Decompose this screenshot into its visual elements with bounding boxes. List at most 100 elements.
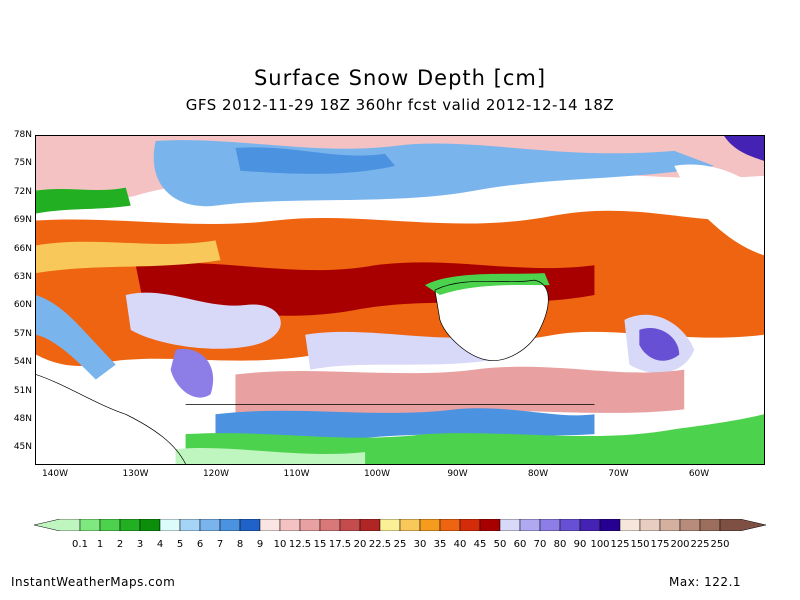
west-coast-blue — [36, 295, 116, 380]
colorbar-segment — [499, 519, 521, 531]
colorbar-segment — [379, 519, 401, 531]
colorbar-label: 35 — [433, 539, 447, 550]
colorbar-label: 150 — [630, 539, 650, 550]
colorbar-label: 1 — [96, 539, 104, 550]
colorbar-segment — [159, 519, 181, 531]
colorbar-segment — [239, 519, 261, 531]
colorbar-segment — [319, 519, 341, 531]
lat-label: 75N — [13, 158, 32, 169]
lat-label: 51N — [13, 385, 32, 396]
lon-label: 80W — [527, 469, 549, 479]
colorbar-segment — [199, 519, 221, 531]
lat-label: 57N — [13, 328, 32, 339]
colorbar-label: 225 — [690, 539, 710, 550]
colorbar-segment — [119, 519, 141, 531]
lat-label: 72N — [13, 186, 32, 197]
colorbar-segment — [259, 519, 281, 531]
lon-label: 60W — [688, 469, 710, 479]
colorbar-segment — [679, 519, 701, 531]
colorbar-label: 0.1 — [72, 539, 88, 550]
colorbar-segment — [619, 519, 641, 531]
colorbar-segment — [339, 519, 361, 531]
colorbar-label: 3 — [136, 539, 144, 550]
lon-label: 70W — [608, 469, 629, 479]
hudson-bay-green-shore — [424, 273, 550, 296]
colorbar-segment — [459, 519, 481, 531]
yellow-band — [36, 240, 221, 274]
lat-label: 78N — [13, 130, 32, 140]
lon-label: 100W — [363, 469, 391, 479]
max-value-label: Max: 122.1 — [669, 575, 742, 589]
lat-label: 48N — [13, 414, 32, 424]
colorbar-label: 40 — [453, 539, 467, 550]
colorbar-segment — [399, 519, 421, 531]
colorbar-segment — [639, 519, 661, 531]
lat-label: 69N — [13, 215, 32, 226]
lavender-region-west — [125, 292, 281, 349]
colorbar-label: 2 — [116, 539, 124, 550]
colorbar-label: 12.5 — [288, 539, 312, 550]
arctic-green-strip — [36, 187, 131, 214]
colorbar-label: 8 — [236, 539, 244, 550]
colorbar-segment — [179, 519, 201, 531]
colorbar-segment — [439, 519, 461, 531]
colorbar-segment — [299, 519, 321, 531]
colorbar-label: 100 — [590, 539, 610, 550]
colorbar-label: 5 — [176, 539, 184, 550]
lon-label: 110W — [283, 469, 310, 479]
southern-light-green — [175, 448, 366, 464]
colorbar-label: 17.5 — [328, 539, 352, 550]
colorbar-segment — [539, 519, 561, 531]
colorbar-segment — [719, 519, 766, 531]
pink-south-band — [235, 366, 685, 420]
colorbar-label: 10 — [273, 539, 287, 550]
colorbar-segment — [34, 519, 81, 531]
colorbar-label: 9 — [256, 539, 264, 550]
colorbar-segment — [519, 519, 541, 531]
pacific-ocean — [36, 374, 146, 464]
colorbar-label: 6 — [196, 539, 204, 550]
colorbar-label: 200 — [670, 539, 690, 550]
coastline — [36, 374, 186, 464]
colorbar-label: 50 — [493, 539, 507, 550]
credit-text: InstantWeatherMaps.com — [11, 575, 176, 589]
colorbar-segment — [579, 519, 601, 531]
snow-depth-map — [35, 135, 765, 465]
colorbar-segment — [99, 519, 121, 531]
colorbar-label: 22.5 — [368, 539, 392, 550]
colorbar-label: 250 — [710, 539, 730, 550]
greenland-white — [674, 164, 764, 256]
purple-region-west — [170, 348, 214, 398]
colorbar-label: 60 — [513, 539, 527, 550]
lat-label: 63N — [13, 272, 32, 282]
colorbar-label: 20 — [353, 539, 367, 550]
colorbar-segment — [699, 519, 721, 531]
colorbar-label: 125 — [610, 539, 630, 550]
lat-label: 66N — [13, 243, 32, 254]
arctic-dark-blue-region — [235, 147, 396, 174]
colorbar-label: 25 — [393, 539, 407, 550]
lat-label: 60N — [13, 300, 32, 311]
colorbar-segment — [359, 519, 381, 531]
lavender-region-central — [305, 331, 495, 370]
colorbar-label: 80 — [553, 539, 567, 550]
purple-region-quebec — [639, 327, 680, 361]
map-subtitle: GFS 2012-11-29 18Z 360hr fcst valid 2012… — [185, 96, 615, 114]
colorbar-label: 70 — [533, 539, 547, 550]
colorbar-segment — [79, 519, 101, 531]
colorbar-segment — [599, 519, 621, 531]
colorbar-label: 7 — [216, 539, 224, 550]
map-title: Surface Snow Depth [cm] — [253, 66, 547, 90]
lon-label: 130W — [122, 469, 149, 479]
colorbar-segment — [559, 519, 581, 531]
lon-label: 140W — [41, 469, 69, 479]
lon-label: 90W — [447, 469, 468, 479]
colorbar-label: 45 — [473, 539, 487, 550]
colorbar-segment — [219, 519, 241, 531]
northeast-purple-corner — [724, 136, 764, 161]
colorbar-label: 4 — [156, 539, 164, 550]
lon-label: 120W — [202, 469, 230, 479]
colorbar-segment — [419, 519, 441, 531]
colorbar-segment — [139, 519, 161, 531]
colorbar-segment — [659, 519, 681, 531]
